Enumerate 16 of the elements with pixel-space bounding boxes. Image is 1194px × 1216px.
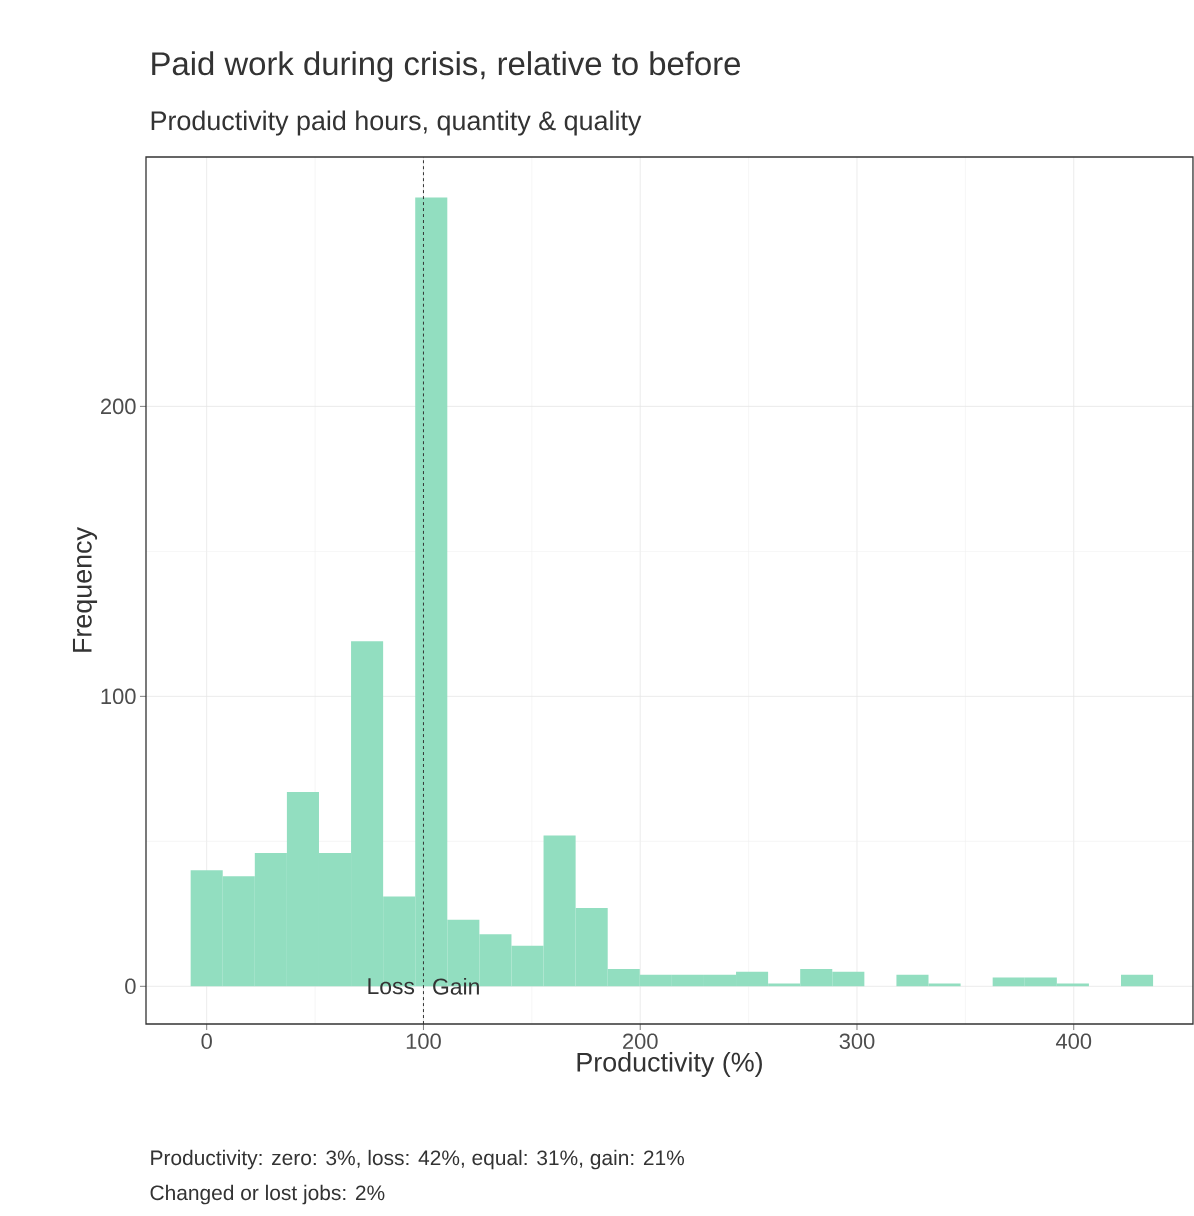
annotation: Gain <box>433 977 479 995</box>
chart-subtitle: Productivity paid hours, quantity & quality <box>151 110 642 136</box>
x-axis-title: Productivity (%) <box>577 1051 762 1077</box>
text: Changed or lost jobs: 2% <box>150 1184 385 1205</box>
y-tick-label: 200 <box>101 398 136 415</box>
y-tick-label: 100 <box>101 688 136 705</box>
x-tick-label: 200 <box>623 1033 658 1050</box>
y-axis-title: Frequency <box>72 527 98 652</box>
x-tick-label: 100 <box>406 1033 441 1050</box>
annotation: Loss <box>368 978 415 995</box>
x-tick-label: 0 <box>201 1033 212 1050</box>
x-tick-label: 300 <box>839 1033 875 1050</box>
y-tick-label: 0 <box>125 978 136 995</box>
text: Productivity: zero: 3%, loss: 42%, equal: 31%, gain: 21% <box>151 1149 685 1170</box>
chart-title: Paid work during crisis, relative to before <box>152 51 740 82</box>
x-tick-label: 400 <box>1055 1033 1092 1050</box>
